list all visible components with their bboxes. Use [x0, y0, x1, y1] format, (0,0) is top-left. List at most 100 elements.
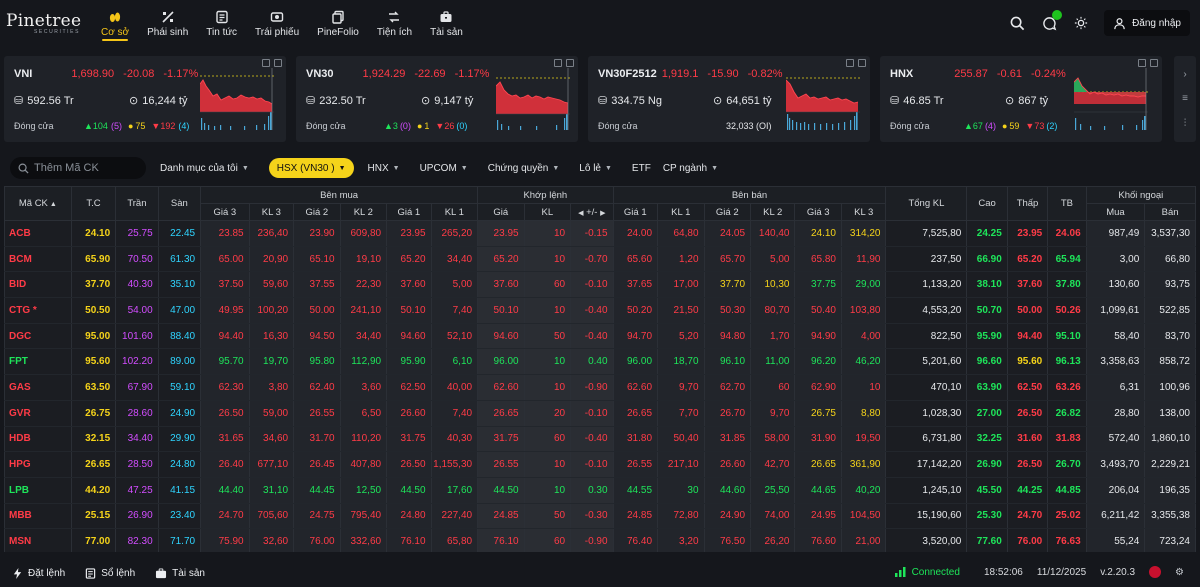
table-row[interactable]: DGC 95.00 101.60 88.40 94.40 16,30 94.50 34,40 9…: [4, 323, 1196, 350]
chevron-right-icon[interactable]: ›: [1183, 68, 1187, 80]
search-input[interactable]: Thêm Mã CK: [10, 157, 146, 179]
table-row[interactable]: MSN 77.00 82.30 71.70 75.90 32,60 76.00 332,60 7…: [4, 528, 1196, 552]
cell-match-change: -0.10: [570, 400, 614, 427]
col-foreign-sell[interactable]: Bán: [1144, 203, 1196, 221]
col-floor[interactable]: Sàn: [157, 186, 202, 221]
grid-icon[interactable]: [858, 59, 866, 67]
menu-lines-icon[interactable]: ≡: [1182, 93, 1188, 105]
filter-upcom[interactable]: UPCOM ▼: [420, 163, 468, 174]
filter-etf[interactable]: ETF: [632, 163, 651, 174]
col-match-change[interactable]: ◀ +/- ▶: [570, 203, 614, 221]
place-order-button[interactable]: Đặt lệnh: [12, 567, 65, 579]
floor-count: (4): [178, 121, 190, 131]
col-bid2-vol[interactable]: KL 2: [339, 203, 388, 221]
chat-notification-icon[interactable]: [1040, 10, 1063, 32]
grid-icon[interactable]: [1150, 59, 1158, 67]
open-interest: 32,033 (OI): [726, 121, 772, 131]
cell-symbol[interactable]: BID: [4, 271, 72, 299]
col-ceil[interactable]: Trần: [115, 186, 159, 221]
cell-symbol[interactable]: FPT: [4, 348, 72, 376]
filter-my-watchlist[interactable]: Danh mục của tôi ▼: [160, 163, 249, 174]
col-high[interactable]: Cao: [966, 186, 1008, 221]
expand-icon[interactable]: [1138, 59, 1146, 67]
col-ask2-vol[interactable]: KL 2: [750, 203, 796, 221]
col-bid1-price[interactable]: Giá 1: [386, 203, 432, 221]
index-card-vni[interactable]: VNI 1,698.90 -20.08 -1.17% ⛁ 592.56 Tr ⊙ 1…: [4, 56, 286, 142]
col-match-price[interactable]: Giá: [477, 203, 525, 221]
expand-icon[interactable]: [846, 59, 854, 67]
col-ask3-price[interactable]: Giá 3: [794, 203, 842, 221]
nav-item-tin-tuc[interactable]: Tin tức: [197, 0, 246, 48]
col-total[interactable]: Tổng KL: [885, 186, 968, 221]
table-row[interactable]: GVR 26.75 28.60 24.90 26.50 59,00 26.55 6,50 26.…: [4, 400, 1196, 427]
cell-ref: 26.75: [70, 400, 117, 427]
nav-item-co-so[interactable]: Cơ sở: [92, 0, 138, 48]
table-row[interactable]: MBB 25.15 26.90 23.40 24.70 705,60 24.75 795,40…: [4, 503, 1196, 530]
filter-hsx[interactable]: HSX (VN30 ) ▼: [268, 158, 354, 178]
table-row[interactable]: HDB 32.15 34.40 29.90 31.65 34,60 31.70 110,20 3…: [4, 426, 1196, 453]
cell-symbol[interactable]: DGC: [4, 323, 72, 350]
col-ask1-vol[interactable]: KL 1: [657, 203, 705, 221]
login-button[interactable]: Đăng nhập: [1104, 10, 1190, 36]
assets-button[interactable]: Tài sản: [155, 568, 205, 579]
filter-hnx[interactable]: HNX ▼: [368, 163, 400, 174]
cell-symbol[interactable]: HPG: [4, 451, 72, 478]
toggle-left-icon: ◀: [578, 209, 584, 217]
cell-symbol[interactable]: LPB: [4, 477, 72, 504]
nav-item-tai-san[interactable]: Tài sản: [421, 0, 472, 48]
col-bid2-price[interactable]: Giá 2: [293, 203, 341, 221]
grid-icon[interactable]: [566, 59, 574, 67]
cell-high: 96.60: [966, 348, 1008, 376]
cell-symbol[interactable]: MBB: [4, 503, 72, 530]
col-symbol[interactable]: Mã CK ▲: [4, 186, 72, 221]
table-row[interactable]: BID 37.70 40.30 35.10 37.50 59,60 37.55 22,30 37…: [4, 271, 1196, 299]
table-row[interactable]: CTG * 50.50 54.00 47.00 49.95 100,20 50.00 241,…: [4, 297, 1196, 324]
cell-symbol[interactable]: MSN: [4, 528, 72, 552]
cell-foreign-sell: 858,72: [1144, 348, 1196, 376]
cell-match-vol: 10: [523, 451, 572, 478]
col-ask1-price[interactable]: Giá 1: [612, 203, 659, 221]
col-bid1-vol[interactable]: KL 1: [430, 203, 479, 221]
col-avg[interactable]: TB: [1047, 186, 1087, 221]
cell-symbol[interactable]: GVR: [4, 400, 72, 427]
cell-symbol[interactable]: HDB: [4, 426, 72, 453]
table-row[interactable]: HPG 26.65 28.50 24.80 26.40 677,10 26.45 407,80…: [4, 451, 1196, 478]
col-bid3-vol[interactable]: KL 3: [248, 203, 295, 221]
index-card-hnx[interactable]: HNX 255.87 -0.61 -0.24% ⛁ 46.85 Tr ⊙ 867 t…: [880, 56, 1162, 142]
filter-icon[interactable]: ⫶: [1183, 118, 1187, 130]
expand-icon[interactable]: [262, 59, 270, 67]
uk-flag-icon[interactable]: [1149, 566, 1162, 578]
col-ref[interactable]: T.C: [70, 186, 117, 221]
table-row[interactable]: BCM 65.90 70.50 61.30 65.00 20,90 65.10 19,10 65…: [4, 246, 1196, 273]
index-card-vn30[interactable]: VN30 1,924.29 -22.69 -1.17% ⛁ 232.50 Tr ⊙…: [296, 56, 578, 142]
settings-icon[interactable]: ⚙: [1175, 566, 1184, 578]
table-row[interactable]: FPT 95.60 102.20 89.00 95.70 19,70 95.80 112,90…: [4, 348, 1196, 376]
col-match-vol[interactable]: KL: [523, 203, 572, 221]
theme-sun-icon[interactable]: [1072, 14, 1090, 32]
table-row[interactable]: ACB 24.10 25.75 22.45 23.85 236,40 23.90 609,80…: [4, 220, 1196, 247]
cell-symbol[interactable]: ACB: [4, 220, 72, 247]
order-book-button[interactable]: Sổ lệnh: [85, 568, 135, 579]
nav-item-trai-phieu[interactable]: Trái phiếu: [246, 0, 308, 48]
filter-warrants[interactable]: Chứng quyền ▼: [488, 163, 560, 174]
col-bid3-price[interactable]: Giá 3: [200, 203, 250, 221]
nav-item-tien-ich[interactable]: Tiện ích: [368, 0, 421, 48]
filter-industry[interactable]: CP ngành ▼: [663, 163, 718, 174]
nav-item-pinefolio[interactable]: PineFolio: [308, 0, 368, 48]
nav-item-phai-sinh[interactable]: Phái sinh: [138, 0, 197, 48]
cell-symbol[interactable]: BCM: [4, 246, 72, 273]
cell-symbol[interactable]: GAS: [4, 374, 72, 401]
grid-icon[interactable]: [274, 59, 282, 67]
col-ask3-vol[interactable]: KL 3: [840, 203, 887, 221]
expand-icon[interactable]: [554, 59, 562, 67]
filter-odd-lot[interactable]: Lô lẻ ▼: [579, 163, 612, 174]
col-ask2-price[interactable]: Giá 2: [703, 203, 752, 221]
table-row[interactable]: LPB 44.20 47.25 41.15 44.40 31,10 44.45 12,50 44…: [4, 477, 1196, 504]
index-card-vn30f[interactable]: VN30F2512 1,919.1 -15.90 -0.82% ⛁ 334.75 …: [588, 56, 870, 142]
table-row[interactable]: GAS 63.50 67.90 59.10 62.30 3,80 62.40 3,60 62.5…: [4, 374, 1196, 401]
cell-symbol[interactable]: CTG *: [4, 297, 72, 324]
col-low[interactable]: Thấp: [1006, 186, 1049, 221]
brand-logo[interactable]: Pinetree SECURITIES: [0, 0, 86, 48]
search-icon[interactable]: [1008, 14, 1026, 32]
col-foreign-buy[interactable]: Mua: [1085, 203, 1146, 221]
